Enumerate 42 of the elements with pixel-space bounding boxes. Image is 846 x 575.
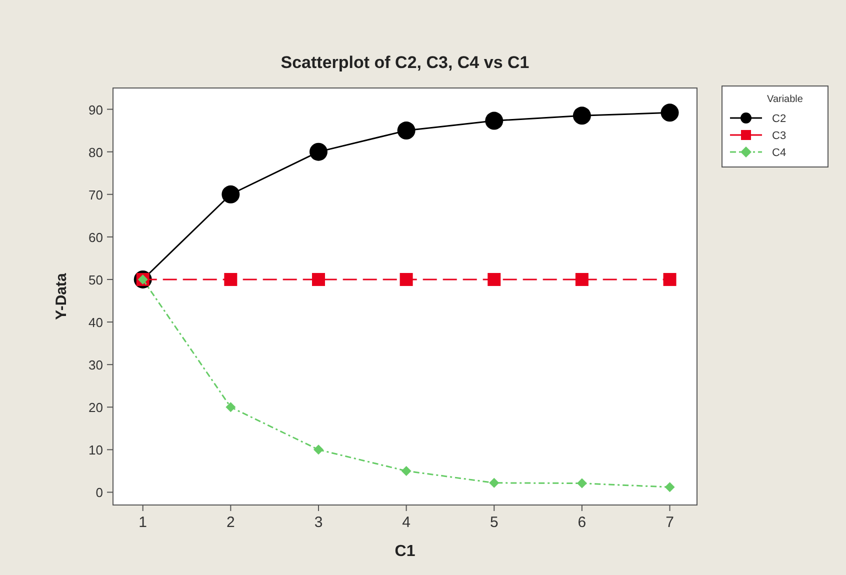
point — [660, 104, 679, 122]
point — [400, 272, 413, 286]
point — [401, 466, 412, 476]
point — [312, 272, 325, 286]
x-tick-label: 2 — [226, 514, 235, 531]
point — [485, 112, 504, 130]
point — [663, 272, 676, 286]
y-tick-label: 30 — [88, 358, 103, 373]
y-tick-label: 0 — [96, 485, 103, 500]
y-tick-label: 90 — [88, 102, 103, 118]
y-tick-label: 40 — [88, 315, 103, 330]
point — [572, 106, 591, 125]
y-tick-label: 60 — [88, 230, 103, 245]
x-tick-label: 6 — [578, 514, 586, 531]
y-tick-label: 20 — [88, 400, 103, 416]
point — [489, 478, 500, 488]
x-axis-title: C1 — [394, 543, 416, 560]
point — [224, 272, 238, 286]
x-tick-label: 3 — [314, 514, 323, 531]
legend-title: Variable — [767, 94, 804, 105]
point — [488, 272, 501, 286]
y-tick-label: 80 — [88, 144, 103, 160]
point — [314, 444, 324, 455]
y-axis-title: Y-Data — [53, 272, 70, 320]
point — [664, 482, 675, 492]
point — [226, 402, 236, 412]
point — [222, 185, 240, 204]
x-tick-label: 4 — [402, 514, 410, 531]
x-tick-label: 1 — [138, 514, 148, 531]
y-tick-label: 10 — [88, 442, 103, 458]
point — [397, 122, 416, 140]
legend-label: C2 — [772, 113, 786, 125]
y-tick-label: 50 — [88, 272, 103, 288]
point — [575, 272, 588, 286]
point — [310, 142, 328, 161]
point — [576, 478, 587, 488]
y-tick-label: 70 — [88, 187, 103, 202]
x-tick-label: 5 — [490, 514, 498, 531]
x-tick-label: 7 — [666, 514, 674, 531]
chart-title: Scatterplot of C2, C3, C4 vs C1 — [280, 53, 530, 72]
legend-label: C3 — [772, 130, 786, 142]
legend-label: C4 — [772, 147, 786, 159]
